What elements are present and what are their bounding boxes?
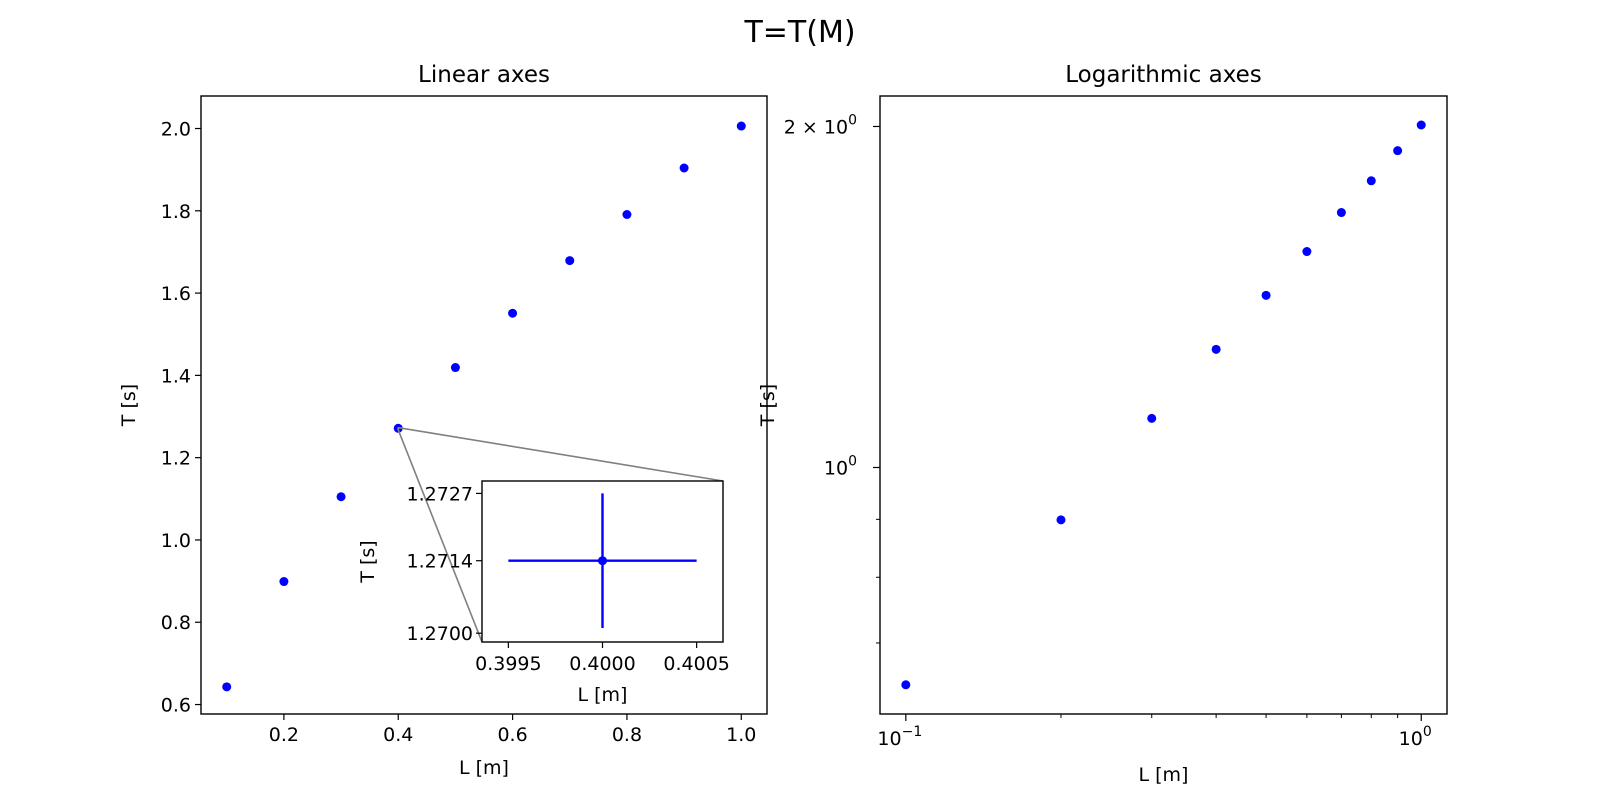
log-data-point: [1261, 290, 1271, 300]
log-axes-title: Logarithmic axes: [1065, 62, 1262, 88]
linear-x-tick-label: 0.6: [497, 724, 527, 746]
log-data-point: [1056, 515, 1066, 525]
linear-x-tick-label: 0.2: [269, 724, 299, 746]
figure-suptitle: T=T(M): [743, 15, 855, 50]
linear-y-tick-label: 0.6: [161, 695, 191, 717]
log-data-point: [1336, 208, 1346, 218]
log-y-axis-label: T [s]: [757, 384, 779, 427]
log-y-tick-label: 100: [824, 453, 857, 479]
linear-data-point: [279, 577, 289, 587]
linear-data-point: [622, 209, 632, 219]
zoom-connector-line: [398, 426, 724, 482]
linear-x-tick-label: 0.8: [612, 724, 642, 746]
linear-data-point: [450, 363, 460, 373]
inset-y-tick-label: 1.2714: [407, 551, 473, 573]
linear-data-point: [508, 308, 518, 318]
linear-axes-title: Linear axes: [418, 62, 550, 88]
linear-y-tick-label: 1.0: [161, 530, 191, 552]
inset-x-tick-label: 0.3995: [475, 653, 541, 675]
linear-y-tick-label: 1.4: [161, 365, 191, 387]
inset-x-axis-label: L [m]: [578, 684, 628, 706]
inset-data-point: [598, 556, 607, 566]
log-data-point: [901, 680, 911, 690]
log-axes-frame: [879, 95, 1448, 715]
linear-y-tick-label: 1.2: [161, 448, 191, 470]
log-data-point: [1393, 146, 1403, 156]
zoom-connector-line: [397, 428, 483, 643]
log-data-point: [1416, 120, 1426, 130]
inset-y-axis-label: T [s]: [357, 540, 379, 583]
log-x-tick-label: 10−1: [877, 724, 922, 750]
linear-data-point: [679, 163, 689, 173]
log-axes-panel: Logarithmic axes 10−1 100 100 2 × 100 L [m] T …: [757, 62, 1448, 786]
linear-y-axis-label: T [s]: [118, 384, 140, 427]
linear-y-tick-label: 1.6: [161, 283, 191, 305]
linear-axes-panel: Linear axes 0.2 0.4 0.6 0.8 1.0 0.6 0.8 1.0 1.2 1.…: [118, 62, 768, 779]
log-data-point: [1211, 344, 1221, 354]
log-data-point: [1147, 413, 1157, 423]
log-data-point: [1366, 176, 1376, 186]
linear-axes-frame: [200, 95, 768, 715]
log-x-tick-label: 100: [1399, 724, 1432, 750]
inset-axes-frame: [481, 480, 724, 643]
linear-y-tick-label: 1.8: [161, 201, 191, 223]
inset-x-tick-label: 0.4000: [569, 653, 635, 675]
linear-data-point: [222, 682, 232, 692]
inset-x-tick-label: 0.4005: [663, 653, 729, 675]
inset-zoom-connectors: [397, 426, 724, 643]
log-y-tick-label: 2 × 100: [784, 112, 857, 138]
log-x-axis-label: L [m]: [1139, 764, 1189, 786]
linear-x-axis-label: L [m]: [459, 757, 509, 779]
linear-y-tick-label: 0.8: [161, 612, 191, 634]
linear-x-tick-label: 0.4: [383, 724, 413, 746]
inset-y-tick-label: 1.2700: [407, 623, 473, 645]
log-data-point: [1302, 247, 1312, 257]
linear-data-point: [336, 492, 346, 502]
linear-data-point: [565, 256, 575, 266]
inset-axes-panel: 0.3995 0.4000 0.4005 1.2700 1.2714 1.2727 L [m…: [357, 480, 730, 706]
inset-y-tick-label: 1.2727: [407, 483, 473, 505]
linear-data-point: [736, 121, 746, 131]
linear-y-tick-label: 2.0: [161, 119, 191, 141]
linear-x-tick-label: 1.0: [726, 724, 756, 746]
